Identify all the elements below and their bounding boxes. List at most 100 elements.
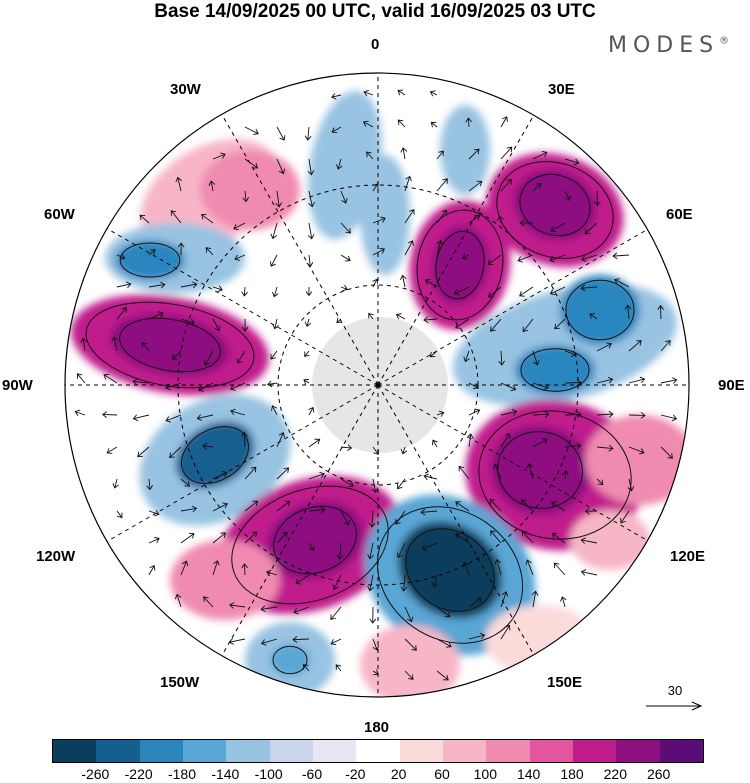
- wind-vector: [372, 247, 386, 256]
- anomaly-cell: [560, 275, 640, 345]
- colorbar-tick-label: 260: [646, 766, 671, 782]
- wind-vector: [103, 373, 118, 384]
- wind-vector: [455, 501, 470, 512]
- wind-vector: [116, 307, 127, 320]
- wind-vector: [500, 432, 511, 448]
- wind-vector: [660, 340, 671, 352]
- wind-vector: [116, 281, 132, 289]
- colorbar-segment: [529, 740, 573, 762]
- wind-vector: [180, 533, 195, 544]
- wind-vector: [550, 222, 566, 232]
- wind-vector: [564, 411, 582, 418]
- wind-vector: [340, 478, 354, 488]
- colorbar-tick-label: 100: [473, 766, 498, 782]
- anomaly-cell: [360, 155, 410, 275]
- colorbar-segment: [659, 740, 703, 762]
- wind-vector: [596, 410, 614, 418]
- wind-vector: [628, 376, 646, 384]
- wind-vector: [589, 313, 598, 320]
- colorbar-tick-label: 20: [390, 766, 407, 782]
- wind-vector: [180, 478, 190, 487]
- wind-vector: [596, 478, 604, 486]
- wind-vector: [340, 444, 353, 452]
- wind-vector: [308, 506, 326, 514]
- wind-vector: [423, 473, 438, 481]
- wind-vector: [332, 574, 342, 591]
- wind-vector: [522, 318, 534, 333]
- wind-vector: [400, 574, 408, 592]
- colorbar-segment: [96, 740, 140, 762]
- wind-vector: [580, 254, 598, 262]
- wind-vector: [532, 438, 548, 448]
- wind-vector: [564, 442, 582, 450]
- wind-vector: [521, 530, 534, 544]
- wind-vector: [488, 286, 502, 298]
- wind-vector: [551, 532, 566, 544]
- lon-label-60e: 60E: [666, 206, 693, 223]
- wind-vector: [593, 190, 601, 207]
- wind-vector: [331, 126, 342, 134]
- wind-vector: [244, 531, 258, 544]
- colorbar-segment: [356, 740, 400, 762]
- wind-vector: [521, 499, 534, 512]
- meridian-line: [377, 384, 539, 663]
- wind-vector: [170, 210, 182, 224]
- height-contour: [181, 426, 249, 484]
- wind-vector: [551, 501, 566, 512]
- wind-vector: [308, 406, 315, 416]
- wind-vector: [180, 505, 198, 513]
- height-contour: [376, 506, 524, 644]
- anomaly-cell: [570, 510, 650, 570]
- south-pole-marker: [375, 382, 381, 388]
- wind-vector: [519, 286, 534, 297]
- wind-vector: [628, 411, 646, 419]
- colorbar-segment: [572, 740, 617, 762]
- wind-vector: [596, 376, 614, 384]
- colorbar-segment: [399, 740, 443, 762]
- wind-vector: [404, 240, 414, 256]
- wind-vector: [628, 340, 642, 352]
- wind-vector: [308, 542, 315, 551]
- wind-vector: [657, 304, 665, 320]
- anomaly-cell: [110, 313, 230, 377]
- wind-vector: [270, 350, 278, 360]
- wind-vector: [397, 478, 406, 490]
- anomaly-cell: [431, 225, 489, 305]
- wind-vector: [276, 432, 285, 448]
- wind-vector: [584, 222, 598, 235]
- wind-vector: [148, 311, 164, 320]
- wind-vector: [241, 318, 249, 332]
- wind-vector: [308, 471, 325, 480]
- wind-vector: [612, 252, 630, 260]
- wind-vector: [203, 596, 214, 608]
- wind-vector: [487, 254, 502, 265]
- wind-vector: [340, 510, 350, 526]
- wind-vector: [596, 342, 612, 352]
- colorbar-segment: [182, 740, 227, 762]
- anomaly-cell: [440, 105, 490, 195]
- height-contour: [119, 317, 221, 373]
- wind-vector: [260, 638, 278, 646]
- height-contour: [565, 279, 635, 341]
- wind-vector: [363, 89, 374, 97]
- colorbar-tick-label: -140: [211, 766, 240, 782]
- wind-vector: [80, 337, 87, 352]
- wind-vector: [404, 638, 417, 651]
- wind-vector: [307, 158, 315, 176]
- lon-label-180: 180: [364, 719, 390, 736]
- reference-vector-arrow: [646, 701, 703, 711]
- wind-vector: [500, 116, 508, 128]
- lon-label-30e: 30E: [548, 81, 575, 98]
- wind-vector: [436, 209, 448, 224]
- wind-vector: [276, 126, 286, 141]
- height-contour: [435, 230, 485, 300]
- lon-label-150w: 150W: [160, 674, 200, 691]
- lon-label-90e: 90E: [718, 377, 745, 394]
- wind-vector: [660, 446, 673, 459]
- wind-vector: [525, 559, 534, 576]
- wind-vector: [308, 438, 321, 448]
- wind-vector: [404, 175, 412, 192]
- wind-vector: [340, 284, 348, 292]
- wind-vector: [468, 180, 483, 192]
- wind-vector: [212, 532, 227, 544]
